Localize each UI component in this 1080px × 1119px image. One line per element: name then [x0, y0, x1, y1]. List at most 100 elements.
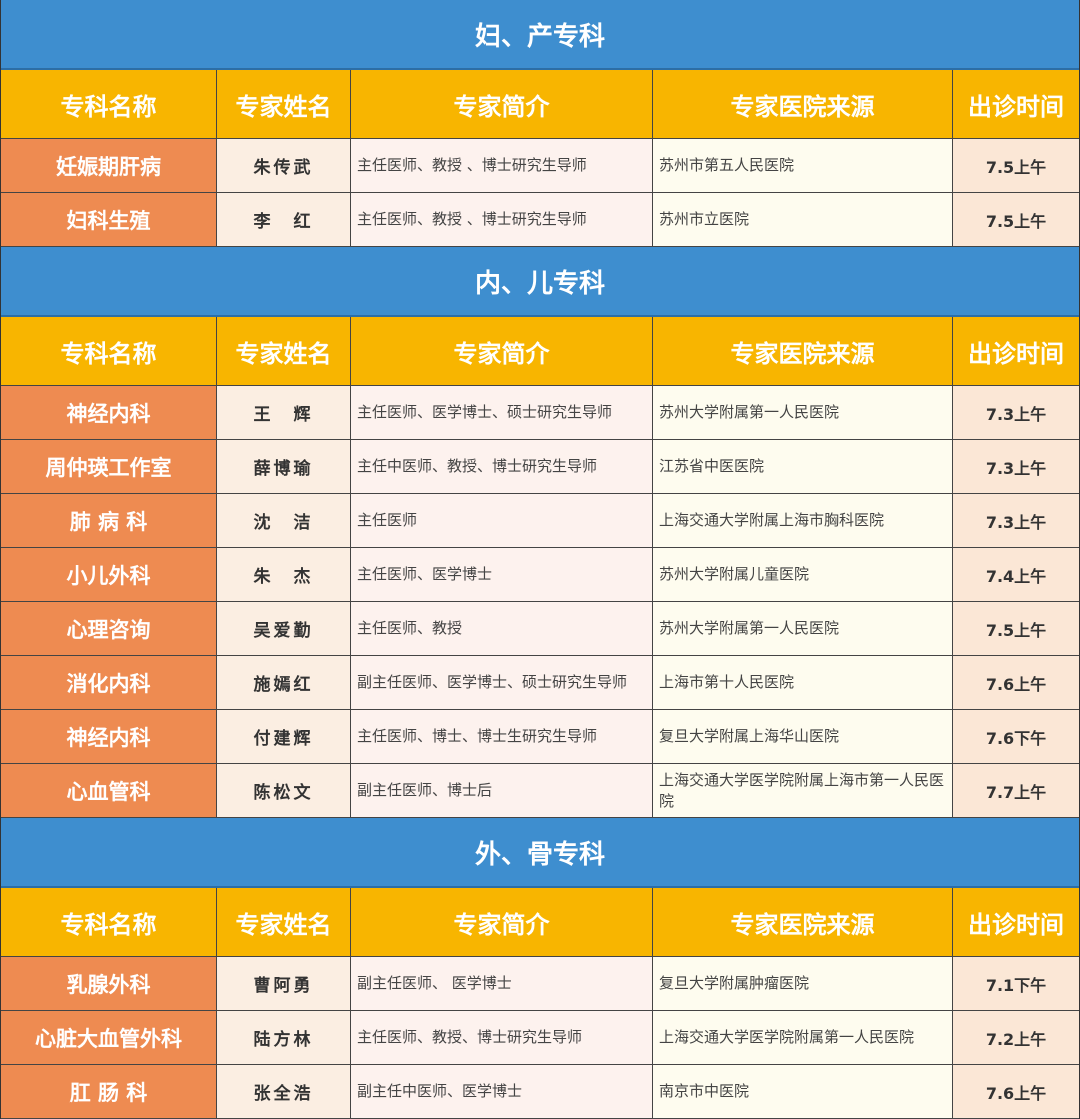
cell-hospital: 苏州市第五人民医院 — [653, 139, 953, 192]
cell-expert-bio: 主任中医师、教授、博士研究生导师 — [351, 440, 653, 493]
column-header-hospital: 专家医院来源 — [653, 317, 953, 385]
column-header-specialty: 专科名称 — [1, 317, 217, 385]
table-row: 消化内科 施嫣红 副主任医师、医学博士、硕士研究生导师 上海市第十人民医院 7.6上午 — [1, 656, 1079, 710]
column-header-hospital: 专家医院来源 — [653, 888, 953, 956]
cell-expert-bio: 主任医师、医学博士、硕士研究生导师 — [351, 386, 653, 439]
table-row: 周仲瑛工作室 薛博瑜 主任中医师、教授、博士研究生导师 江苏省中医医院 7.3上午 — [1, 440, 1079, 494]
cell-hospital: 苏州大学附属第一人民医院 — [653, 602, 953, 655]
section-title: 内、儿专科 — [1, 247, 1079, 317]
cell-expert-name: 吴爱勤 — [217, 602, 351, 655]
cell-hospital: 苏州大学附属儿童医院 — [653, 548, 953, 601]
column-header-expert-bio: 专家简介 — [351, 888, 653, 956]
cell-expert-name: 沈 洁 — [217, 494, 351, 547]
cell-specialty: 心理咨询 — [1, 602, 217, 655]
cell-expert-name: 付建辉 — [217, 710, 351, 763]
cell-hospital: 南京市中医院 — [653, 1065, 953, 1118]
table-row: 肛 肠 科张全浩 副主任中医师、医学博士 南京市中医院 7.6上午 — [1, 1065, 1079, 1119]
column-header-expert-name: 专家姓名 — [217, 317, 351, 385]
cell-expert-name: 李 红 — [217, 193, 351, 246]
cell-hospital: 复旦大学附属上海华山医院 — [653, 710, 953, 763]
table-row: 乳腺外科 曹阿勇 副主任医师、 医学博士 复旦大学附属肿瘤医院 7.1下午 — [1, 957, 1079, 1011]
cell-specialty: 小儿外科 — [1, 548, 217, 601]
cell-expert-name: 薛博瑜 — [217, 440, 351, 493]
cell-clinic-time: 7.4上午 — [953, 548, 1079, 601]
cell-clinic-time: 7.3上午 — [953, 494, 1079, 547]
cell-specialty: 心脏大血管外科 — [1, 1011, 217, 1064]
cell-expert-bio: 主任医师、教授 、博士研究生导师 — [351, 193, 653, 246]
cell-clinic-time: 7.3上午 — [953, 386, 1079, 439]
cell-expert-bio: 主任医师、教授 、博士研究生导师 — [351, 139, 653, 192]
cell-expert-name: 施嫣红 — [217, 656, 351, 709]
cell-clinic-time: 7.3上午 — [953, 440, 1079, 493]
cell-clinic-time: 7.6上午 — [953, 656, 1079, 709]
cell-expert-bio: 主任医师、教授 — [351, 602, 653, 655]
column-header-expert-name: 专家姓名 — [217, 70, 351, 138]
cell-specialty: 妊娠期肝病 — [1, 139, 217, 192]
cell-hospital: 上海交通大学医学院附属第一人民医院 — [653, 1011, 953, 1064]
table-row: 心血管科 陈松文 副主任医师、博士后 上海交通大学医学院附属上海市第一人民医院 7.7上… — [1, 764, 1079, 818]
table-row: 妇科生殖李 红主任医师、教授 、博士研究生导师 苏州市立医院 7.5上午 — [1, 193, 1079, 247]
column-header-row: 专科名称 专家姓名 专家简介 专家医院来源 出诊时间 — [1, 70, 1079, 139]
section-title: 外、骨专科 — [1, 818, 1079, 888]
cell-expert-name: 朱 杰 — [217, 548, 351, 601]
cell-expert-bio: 副主任医师、 医学博士 — [351, 957, 653, 1010]
cell-expert-name: 陆方林 — [217, 1011, 351, 1064]
column-header-clinic-time: 出诊时间 — [968, 92, 1064, 121]
cell-clinic-time: 7.5上午 — [953, 139, 1079, 192]
cell-expert-bio: 主任医师、博士、博士生研究生导师 — [351, 710, 653, 763]
cell-clinic-time: 7.5上午 — [953, 193, 1079, 246]
cell-expert-name: 陈松文 — [217, 764, 351, 817]
table-row: 小儿外科朱 杰主任医师、医学博士 苏州大学附属儿童医院 7.4上午 — [1, 548, 1079, 602]
cell-expert-name: 曹阿勇 — [217, 957, 351, 1010]
cell-specialty: 周仲瑛工作室 — [1, 440, 217, 493]
cell-expert-bio: 主任医师、医学博士 — [351, 548, 653, 601]
cell-hospital: 上海交通大学附属上海市胸科医院 — [653, 494, 953, 547]
column-header-expert-name: 专家姓名 — [217, 888, 351, 956]
table-row: 妊娠期肝病 朱传武 主任医师、教授 、博士研究生导师 苏州市第五人民医院 7.5上午 — [1, 139, 1079, 193]
cell-clinic-time: 7.7上午 — [953, 764, 1079, 817]
cell-hospital: 江苏省中医医院 — [653, 440, 953, 493]
cell-clinic-time: 7.6下午 — [953, 710, 1079, 763]
cell-hospital: 上海交通大学医学院附属上海市第一人民医院 — [653, 764, 953, 817]
column-header-hospital: 专家医院来源 — [653, 70, 953, 138]
cell-clinic-time: 7.5上午 — [953, 602, 1079, 655]
column-header-row: 专科名称 专家姓名 专家简介 专家医院来源 出诊时间 — [1, 888, 1079, 957]
column-header-expert-bio: 专家简介 — [351, 70, 653, 138]
cell-specialty: 消化内科 — [1, 656, 217, 709]
cell-specialty: 妇科生殖 — [1, 193, 217, 246]
cell-expert-name: 张全浩 — [217, 1065, 351, 1118]
cell-clinic-time: 7.1下午 — [953, 957, 1079, 1010]
table-row: 心脏大血管外科 陆方林 主任医师、教授、博士研究生导师 上海交通大学医学院附属第一人民… — [1, 1011, 1079, 1065]
cell-expert-bio: 副主任医师、医学博士、硕士研究生导师 — [351, 656, 653, 709]
cell-specialty: 神经内科 — [1, 710, 217, 763]
column-header-clinic-time: 出诊时间 — [968, 339, 1064, 368]
cell-specialty: 肺 病 科 — [1, 494, 217, 547]
cell-expert-name: 王 辉 — [217, 386, 351, 439]
cell-expert-bio: 主任医师 — [351, 494, 653, 547]
table-row: 神经内科王 辉主任医师、医学博士、硕士研究生导师 苏州大学附属第一人民医院 7.3上… — [1, 386, 1079, 440]
cell-hospital: 苏州大学附属第一人民医院 — [653, 386, 953, 439]
cell-clinic-time: 7.2上午 — [953, 1011, 1079, 1064]
cell-specialty: 心血管科 — [1, 764, 217, 817]
table-row: 心理咨询 吴爱勤 主任医师、教授 苏州大学附属第一人民医院 7.5上午 — [1, 602, 1079, 656]
table-row: 肺 病 科沈 洁主任医师 上海交通大学附属上海市胸科医院 7.3上午 — [1, 494, 1079, 548]
section-title: 妇、产专科 — [1, 0, 1079, 70]
cell-specialty: 乳腺外科 — [1, 957, 217, 1010]
column-header-specialty: 专科名称 — [1, 888, 217, 956]
cell-specialty: 肛 肠 科 — [1, 1065, 217, 1118]
cell-hospital: 苏州市立医院 — [653, 193, 953, 246]
column-header-row: 专科名称 专家姓名 专家简介 专家医院来源 出诊时间 — [1, 317, 1079, 386]
column-header-expert-bio: 专家简介 — [351, 317, 653, 385]
cell-expert-name: 朱传武 — [217, 139, 351, 192]
cell-hospital: 复旦大学附属肿瘤医院 — [653, 957, 953, 1010]
table-row: 神经内科 付建辉 主任医师、博士、博士生研究生导师 复旦大学附属上海华山医院 7.6下午 — [1, 710, 1079, 764]
column-header-clinic-time: 出诊时间 — [968, 910, 1064, 939]
cell-expert-bio: 副主任中医师、医学博士 — [351, 1065, 653, 1118]
cell-specialty: 神经内科 — [1, 386, 217, 439]
cell-expert-bio: 主任医师、教授、博士研究生导师 — [351, 1011, 653, 1064]
cell-expert-bio: 副主任医师、博士后 — [351, 764, 653, 817]
cell-hospital: 上海市第十人民医院 — [653, 656, 953, 709]
column-header-specialty: 专科名称 — [1, 70, 217, 138]
cell-clinic-time: 7.6上午 — [953, 1065, 1079, 1118]
